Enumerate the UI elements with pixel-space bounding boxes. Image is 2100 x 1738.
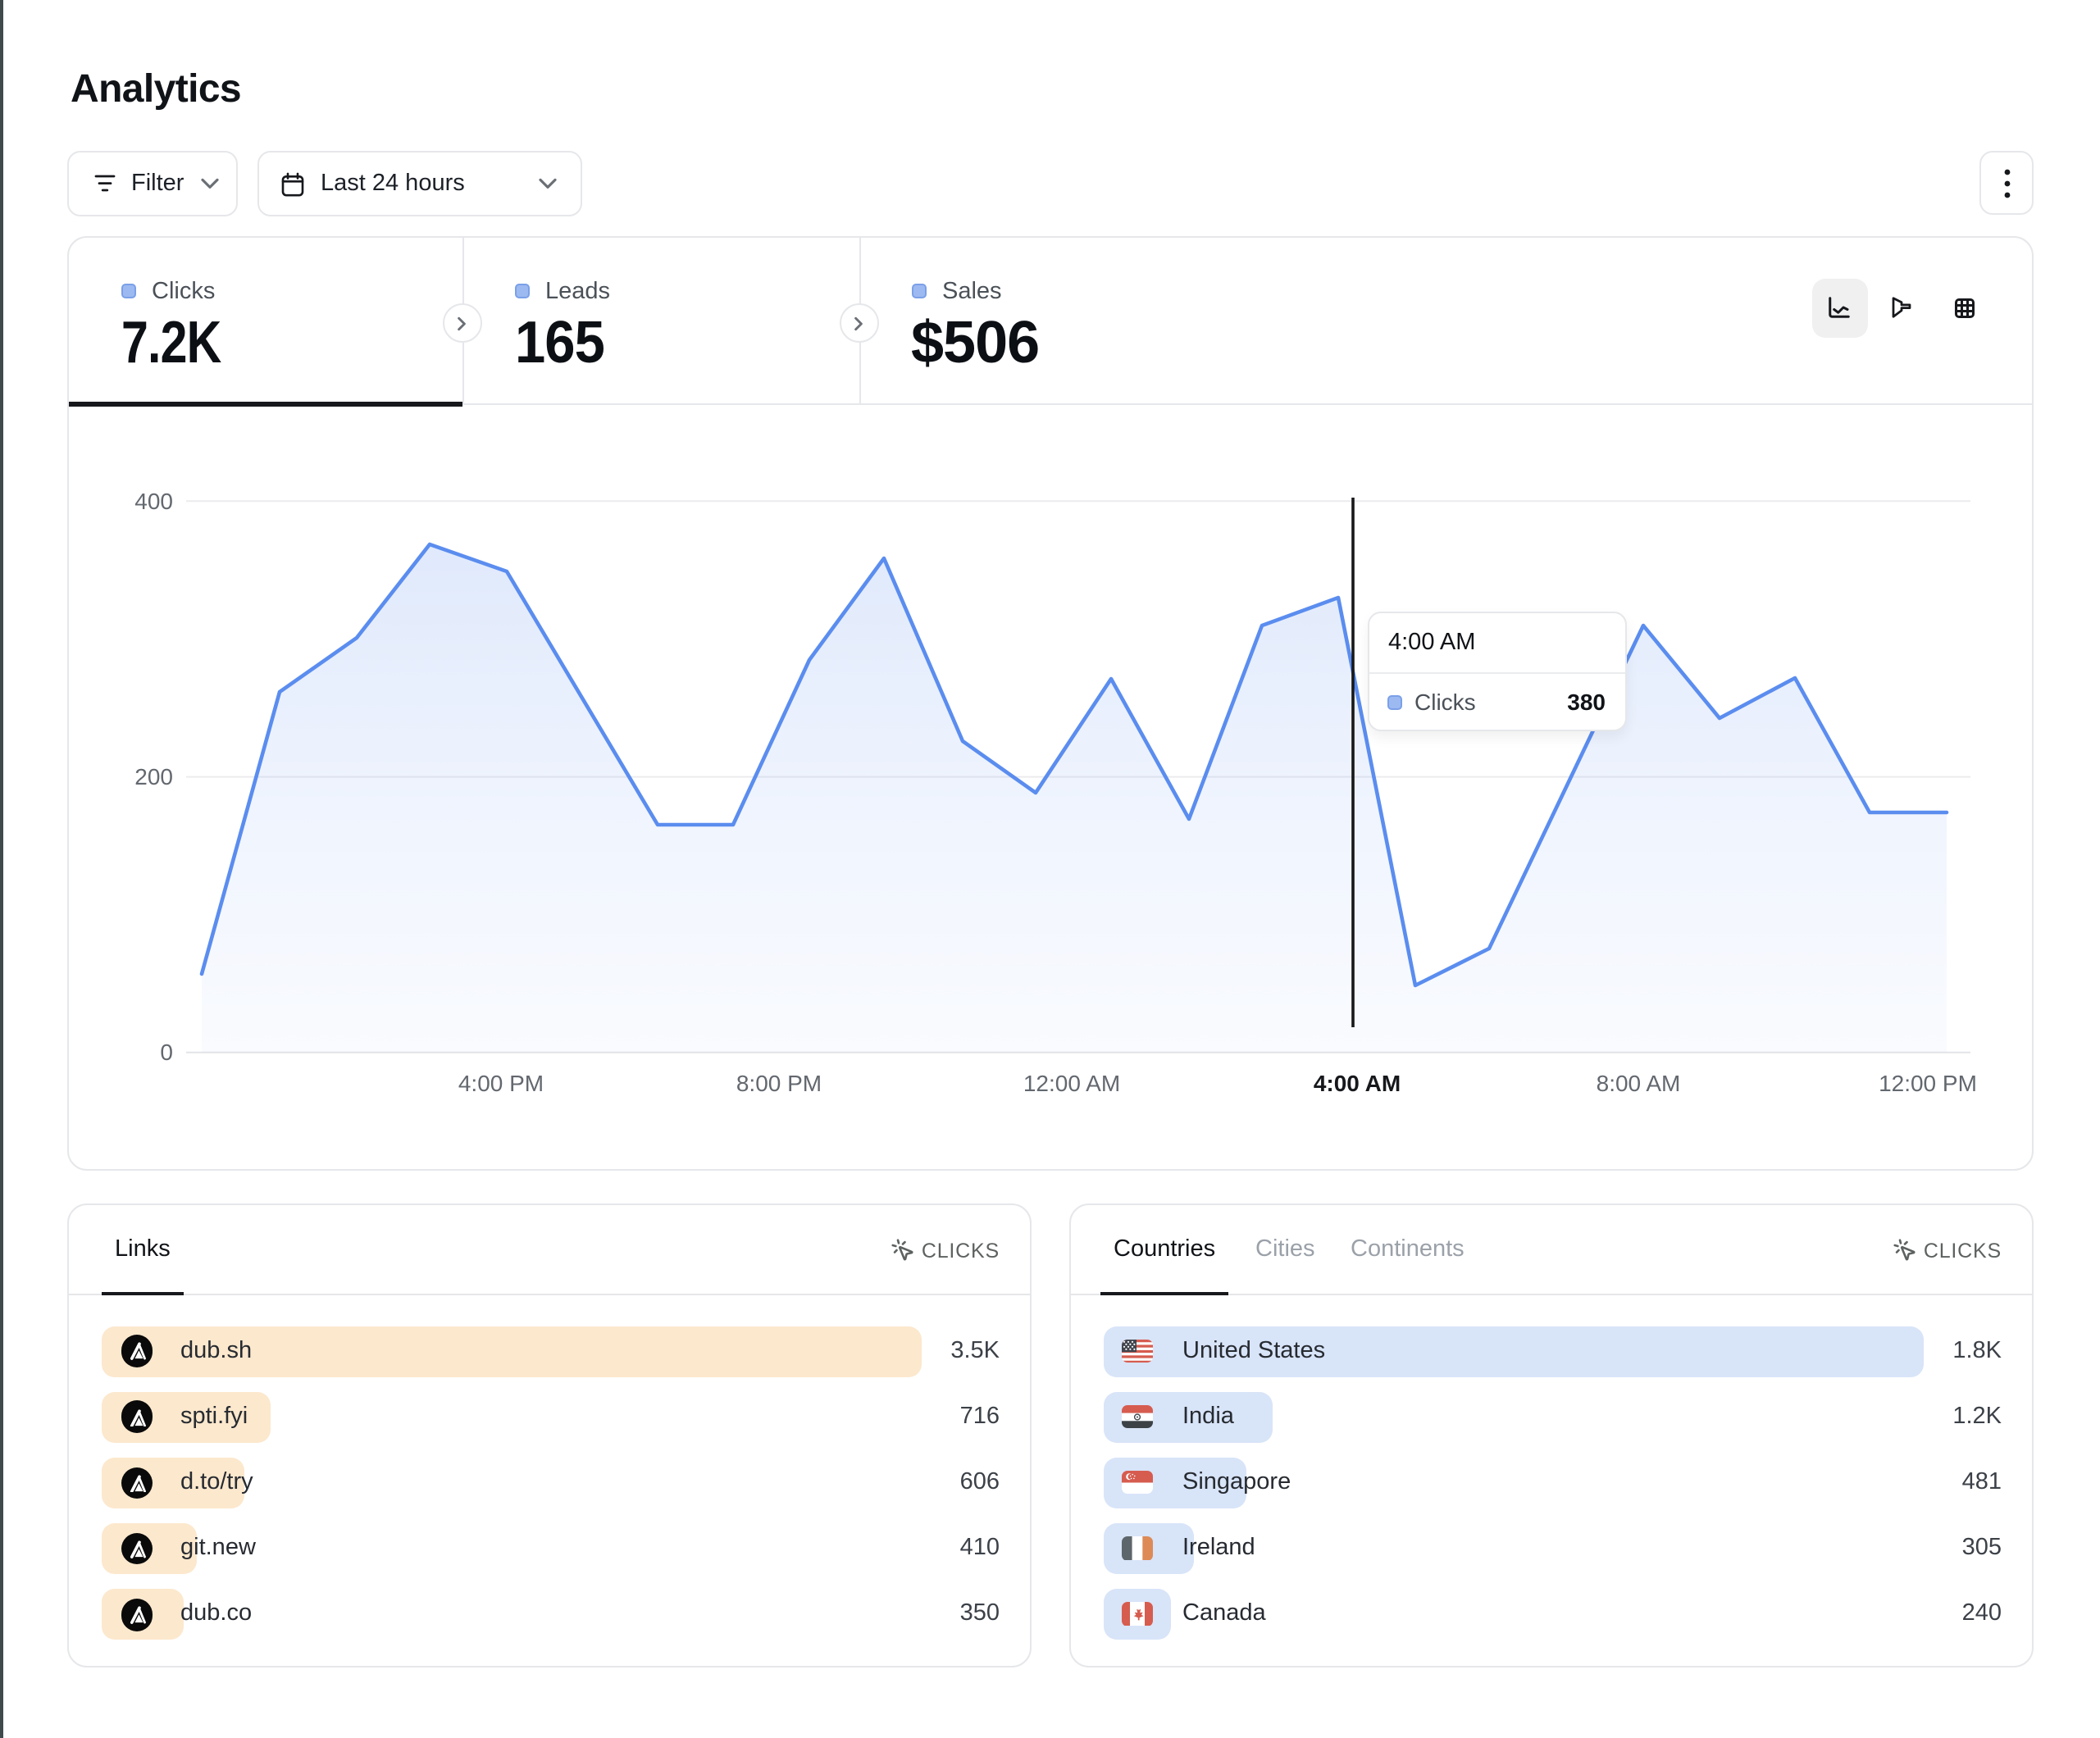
svg-text:0: 0 [159, 1039, 172, 1064]
svg-text:8:00 AM: 8:00 AM [1596, 1070, 1680, 1095]
svg-text:8:00 PM: 8:00 PM [736, 1070, 821, 1095]
svg-text:12:00 PM: 12:00 PM [1878, 1070, 1976, 1095]
svg-text:200: 200 [134, 763, 172, 789]
svg-text:4:00 AM: 4:00 AM [1313, 1070, 1400, 1095]
svg-text:12:00 AM: 12:00 AM [1023, 1070, 1119, 1095]
svg-text:400: 400 [134, 488, 172, 513]
svg-text:4:00 PM: 4:00 PM [458, 1070, 543, 1095]
